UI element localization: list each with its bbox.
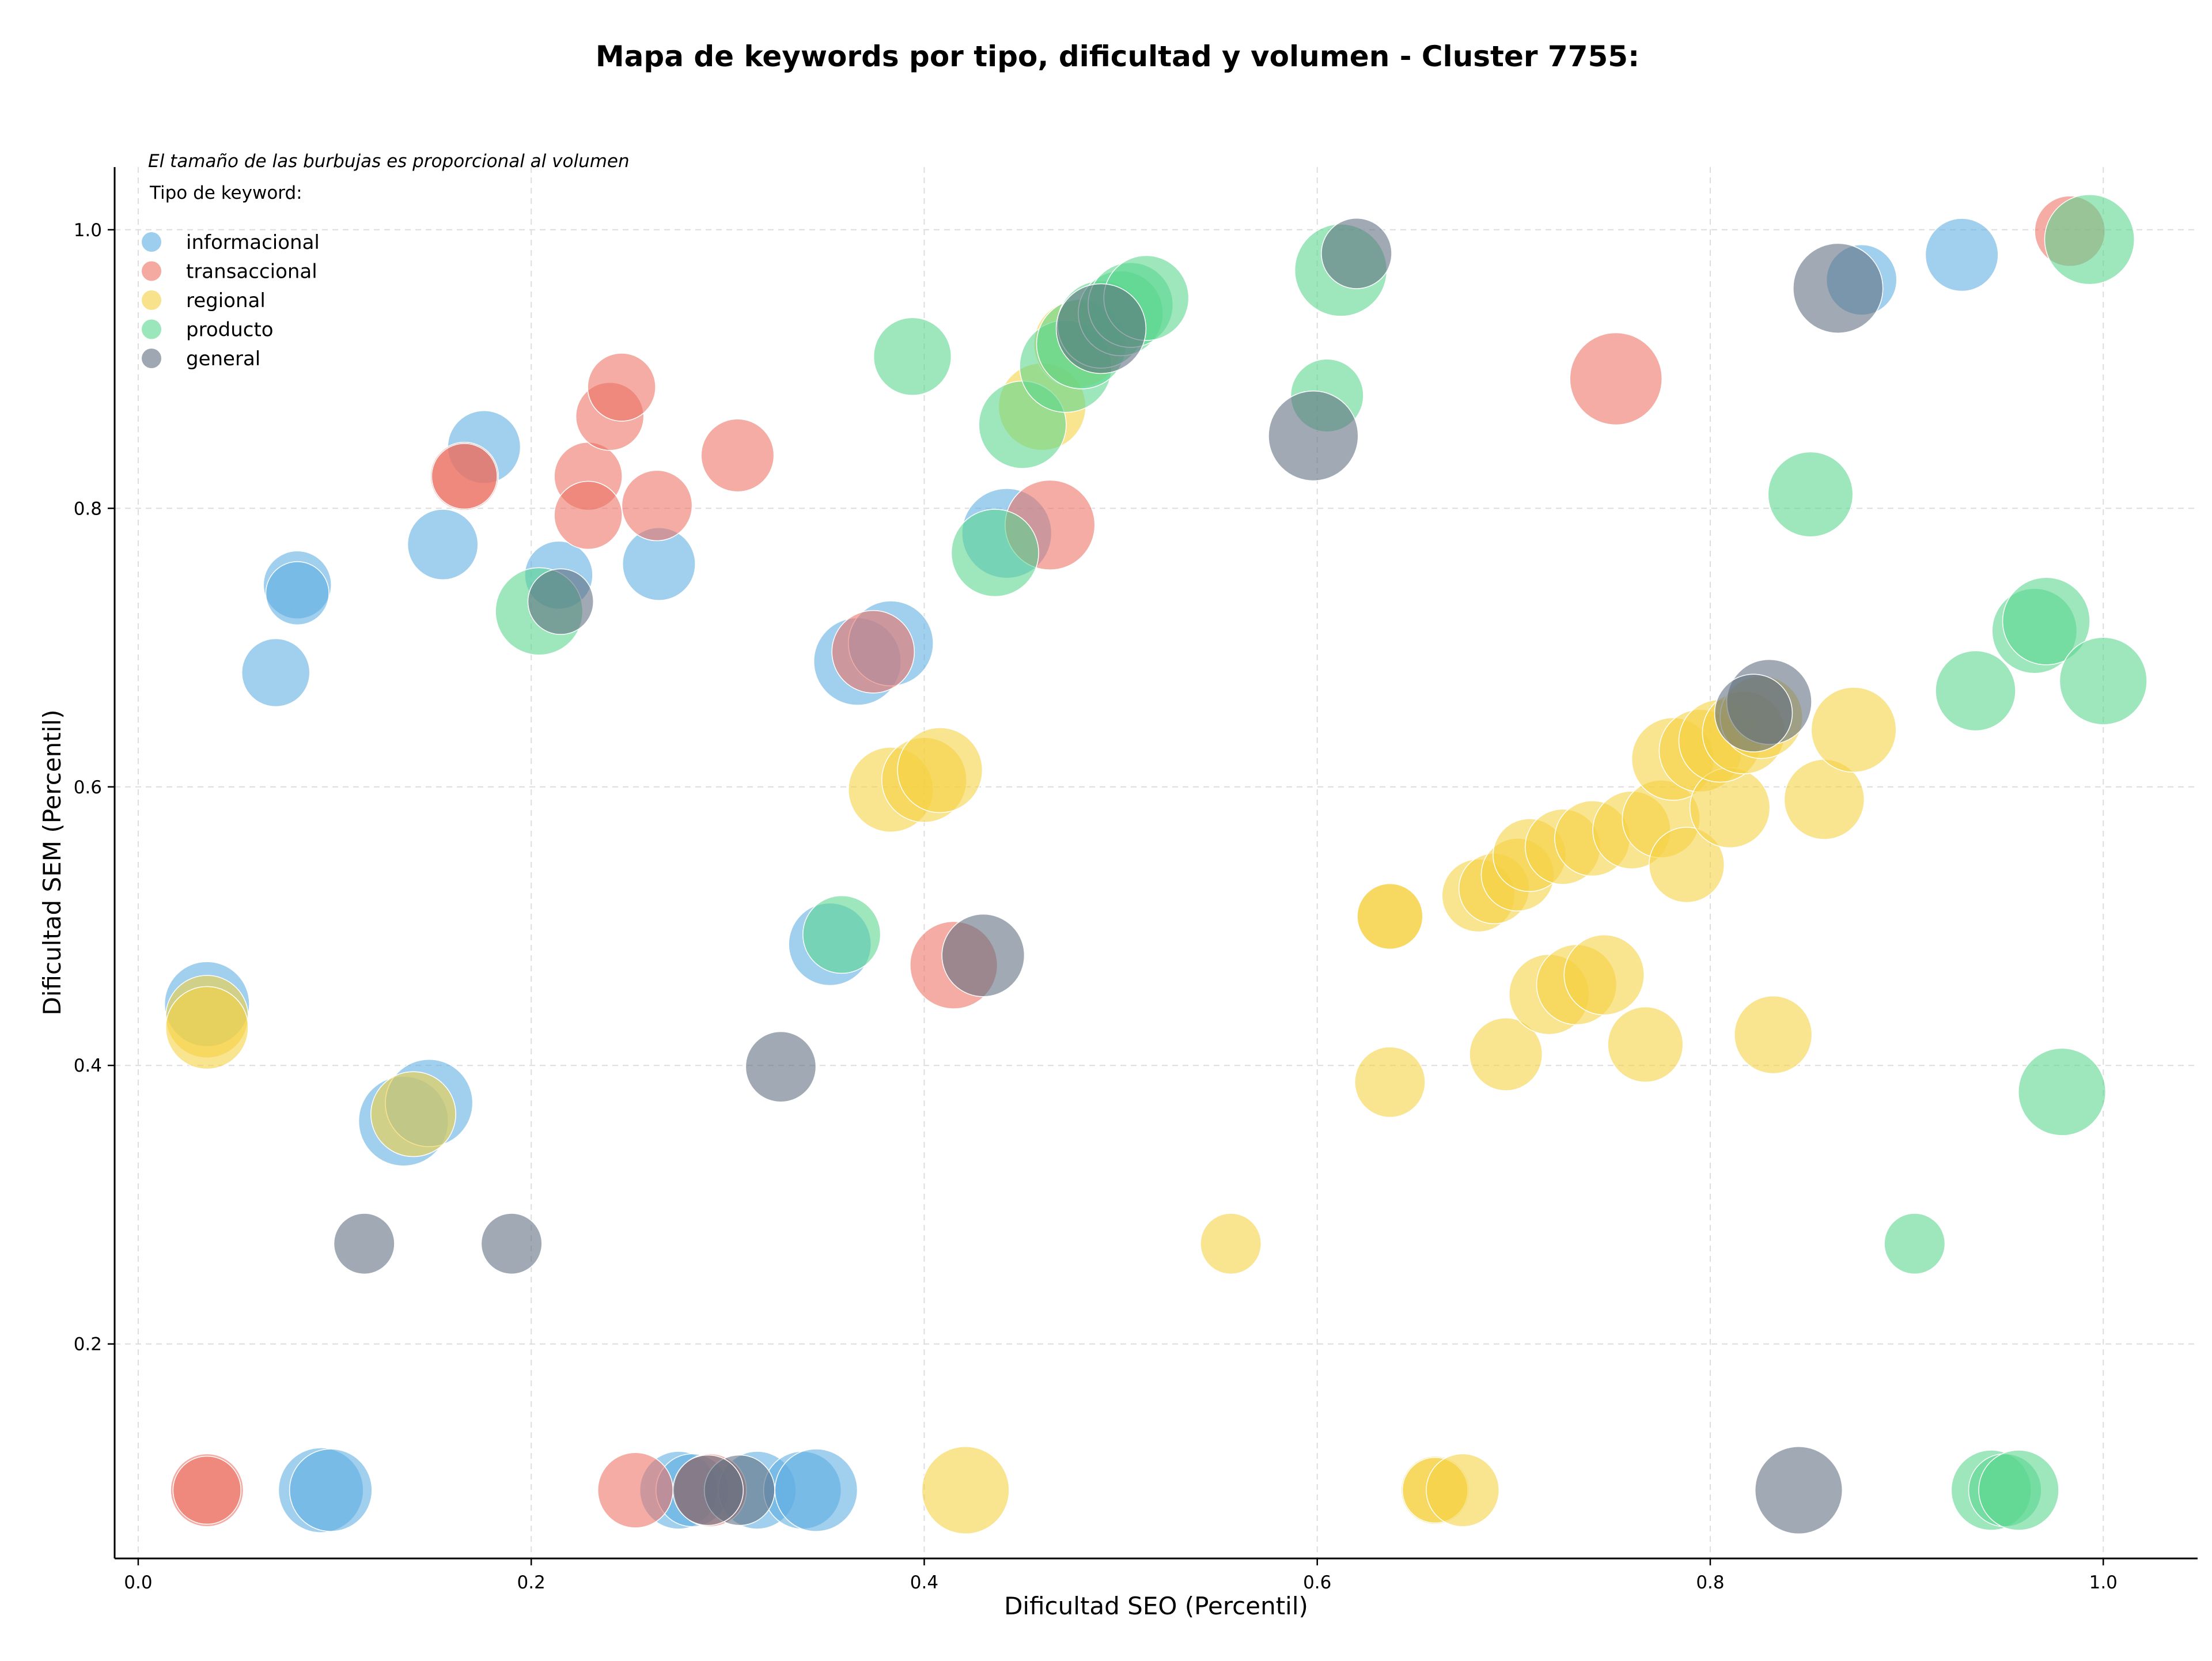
bubble-informacional [265,561,329,626]
bubble-transaccional [431,443,498,510]
x-tick-label: 0.2 [517,1572,546,1593]
x-tick-label: 0.8 [1696,1572,1724,1593]
x-tick-label: 0.6 [1303,1572,1331,1593]
x-tick-label: 0.0 [124,1572,152,1593]
bubble-regional [897,727,983,814]
bubble-informacional [407,509,479,580]
bubble-general [333,1213,395,1275]
y-tick-label: 0.4 [74,1055,102,1076]
bubble-regional [1607,1006,1684,1083]
bubble-producto [950,509,1039,597]
legend-label-general: general [186,347,260,370]
bubble-regional [1810,687,1897,773]
bubble-producto [1767,451,1854,538]
bubble-producto [1884,1213,1946,1275]
bubble-general [1055,283,1147,374]
bubble-regional [165,986,249,1070]
bubble-regional [1734,995,1813,1074]
bubble-transaccional [621,470,693,542]
bubble-general [1714,674,1793,752]
bubble-general [1754,1446,1843,1535]
bubble-informacional [1925,218,1999,292]
bubble-producto [873,317,952,396]
bubble-transaccional [554,480,623,550]
size-note: El tamaño de las burbujas es proporciona… [148,151,630,172]
bubble-regional [1649,827,1725,903]
series-general [333,218,1884,1535]
bubble-transaccional [700,418,775,493]
bubble-producto [2044,194,2135,285]
bubble-general [941,913,1025,997]
y-tick-label: 0.8 [74,498,102,519]
legend-marker-transaccional [142,261,161,281]
bubble-general [527,568,594,635]
legend: El tamaño de las burbujas es proporciona… [142,151,630,370]
legend-marker-informacional [142,232,161,252]
bubble-producto [2018,1047,2107,1136]
legend-marker-producto [142,319,161,339]
bubble-regional [1354,1046,1426,1118]
bubble-general [1793,243,1884,334]
legend-label-regional: regional [186,289,266,312]
bubbles [164,194,2147,1535]
bubble-producto [1978,1450,2059,1531]
bubble-general [1321,218,1392,289]
legend-label-transaccional: transaccional [186,260,317,283]
bubble-regional [1426,1453,1500,1527]
x-tick-label: 0.4 [910,1572,938,1593]
bubble-general [672,1454,744,1526]
x-axis-label: Dificultad SEO (Percentil) [1004,1592,1308,1620]
legend-label-producto: producto [186,319,274,342]
bubble-general [480,1213,543,1275]
legend-title: Tipo de keyword: [149,183,302,203]
y-tick-label: 0.6 [74,777,102,798]
legend-marker-regional [142,290,161,310]
bubble-regional [1357,883,1423,950]
bubble-producto [2002,577,2090,665]
bubble-transaccional [1569,332,1662,426]
bubble-informacional [774,1448,858,1532]
bubble-producto [802,895,881,974]
y-tick-label: 1.0 [74,220,102,241]
legend-marker-general [142,349,161,368]
bubble-transaccional [597,1452,674,1528]
bubble-general [745,1031,817,1103]
legend-items: informacional transaccional regional produc… [142,231,320,370]
y-axis-label: Dificultad SEM (Percentil) [38,710,66,1016]
bubble-informacional [289,1448,373,1532]
x-tick-label: 1.0 [2089,1572,2118,1593]
bubble-regional [921,1446,1010,1535]
axis-ticks: 0.0 0.2 0.4 0.6 0.8 1.0 0.2 0.4 0.6 0.8 1.0 [74,220,2118,1593]
bubble-regional [370,1071,456,1157]
bubble-producto [1935,650,2016,732]
bubble-general [1268,390,1359,482]
chart-title: Mapa de keywords por tipo, dificultad y … [596,40,1639,73]
bubble-transaccional [831,610,915,694]
legend-label-informacional: informacional [186,231,320,254]
bubble-regional [1200,1213,1262,1275]
bubble-producto [2059,637,2147,725]
bubble-regional [1563,934,1645,1016]
bubble-transaccional [587,353,656,422]
bubble-informacional [241,638,310,707]
y-tick-label: 0.2 [74,1334,102,1355]
bubble-transaccional [172,1455,242,1525]
bubble-regional [1469,1017,1543,1091]
